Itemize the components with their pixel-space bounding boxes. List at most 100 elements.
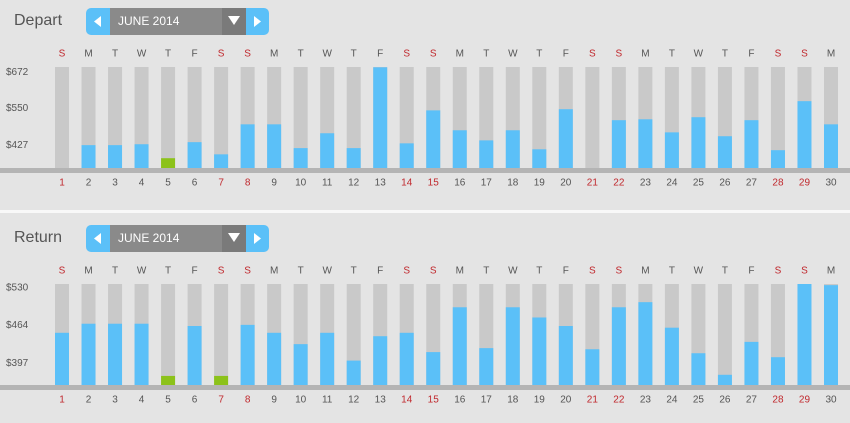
weekday-label: T [112,49,118,60]
weekday-label: M [827,266,835,277]
bar [240,124,255,168]
weekday-label: S [244,49,251,60]
y-tick-label: $464 [6,320,29,331]
y-tick-label: $530 [6,283,29,294]
bar [717,136,732,168]
bar [214,154,229,168]
weekday-label: T [351,266,357,277]
weekday-label: S [403,49,410,60]
dropdown-arrow [228,233,240,242]
month-label: JUNE 2014 [118,231,180,245]
day-label: 20 [560,178,572,189]
day-label: 26 [719,178,731,189]
bar-track [55,67,69,168]
day-label: 4 [139,395,145,406]
weekday-label: S [775,49,782,60]
day-label: 6 [192,178,198,189]
bar-track [346,67,361,168]
bar [187,325,202,385]
weekday-label: T [722,266,728,277]
bar [346,360,361,385]
day-label: 27 [746,395,758,406]
day-label: 22 [613,395,625,406]
prev-arrow [94,16,101,27]
day-label: 10 [295,178,307,189]
day-label: 22 [613,178,625,189]
weekday-label: T [298,266,304,277]
bar [638,302,653,385]
bar [691,353,706,385]
weekday-label: M [84,266,92,277]
day-label: 23 [640,178,652,189]
day-label: 7 [218,178,224,189]
day-label: 19 [534,178,546,189]
month-label: JUNE 2014 [118,14,180,28]
day-label: 19 [534,395,546,406]
day-label: 18 [507,178,519,189]
bar [744,120,759,168]
bar [479,348,494,385]
bar [267,124,282,168]
bar-track [770,67,785,168]
day-label: 14 [401,178,413,189]
bar [187,142,202,168]
weekday-label: F [563,49,569,60]
bar-track [717,284,732,385]
day-label: 17 [481,395,493,406]
weekday-label: T [483,49,489,60]
baseline [0,168,850,173]
weekday-label: W [508,266,518,277]
day-label: 20 [560,395,572,406]
bar-track [161,67,176,168]
bar [214,375,229,385]
bar [55,332,69,385]
bar [770,150,785,168]
bar [81,323,96,385]
bar-track [346,284,361,385]
day-label: 16 [454,178,466,189]
weekday-label: W [137,266,147,277]
weekday-label: M [456,266,464,277]
bar [770,357,785,385]
day-label: 15 [428,395,440,406]
bar-track [585,67,600,168]
weekday-label: T [669,49,675,60]
prev-arrow [94,233,101,244]
weekday-label: T [669,266,675,277]
weekday-label: S [59,266,66,277]
y-tick-label: $427 [6,140,29,151]
bar-track [108,67,123,168]
month-field[interactable] [110,225,222,252]
weekday-label: M [84,49,92,60]
bar [373,336,388,385]
day-label: 24 [666,395,678,406]
weekday-label: M [827,49,835,60]
weekday-label: F [563,266,569,277]
weekday-label: S [589,49,596,60]
day-label: 15 [428,178,440,189]
bar [824,285,838,385]
bar [426,110,441,168]
bar [373,67,388,168]
weekday-label: W [137,49,147,60]
day-label: 28 [772,178,784,189]
weekday-label: T [483,266,489,277]
weekday-label: M [270,266,278,277]
bar [638,119,653,168]
day-label: 17 [481,178,493,189]
day-label: 25 [693,395,705,406]
month-field[interactable] [110,8,222,35]
bar [161,158,176,168]
weekday-label: S [403,266,410,277]
day-label: 13 [375,395,387,406]
bar [664,327,679,385]
bar [505,130,520,168]
weekday-label: M [641,49,649,60]
bar [532,149,547,168]
weekday-label: T [165,266,171,277]
day-label: 21 [587,178,599,189]
weekday-label: T [536,266,542,277]
weekday-label: T [298,49,304,60]
weekday-label: S [59,49,66,60]
day-label: 29 [799,178,811,189]
